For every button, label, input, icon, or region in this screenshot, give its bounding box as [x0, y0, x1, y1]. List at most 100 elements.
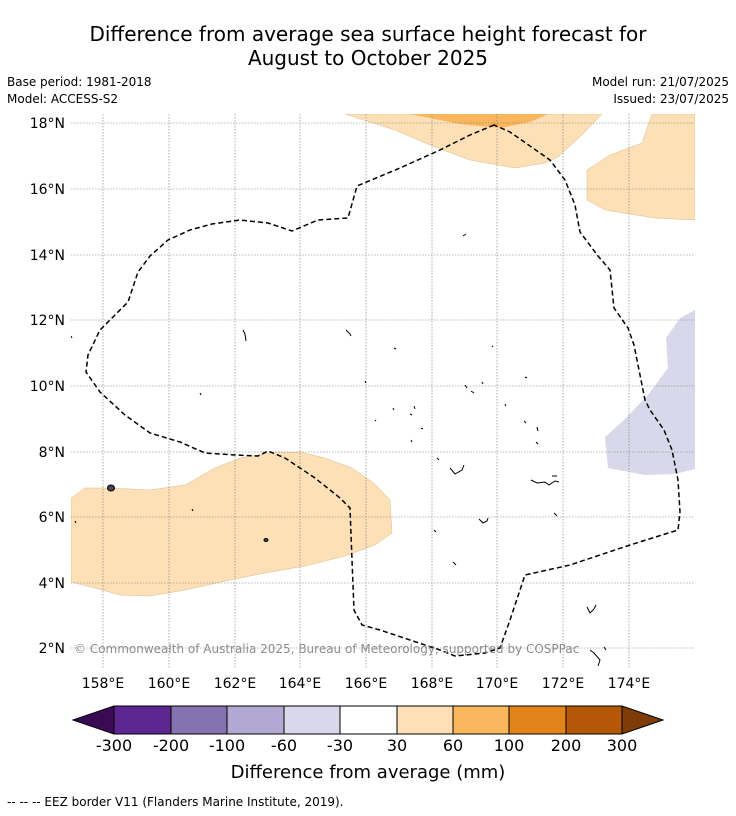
colorbar-tick: 100	[494, 736, 525, 755]
anomaly-area-northeast	[586, 114, 695, 221]
map-title: Difference from average sea surface heig…	[0, 22, 736, 70]
colorbar-tick: 200	[551, 736, 582, 755]
atoll	[535, 441, 539, 445]
colorbar-tick: -60	[271, 736, 297, 755]
atoll	[374, 419, 377, 422]
footnote-eez: -- -- -- EEZ border V11 (Flanders Marine…	[7, 795, 344, 809]
atoll	[524, 376, 528, 379]
lon-label: 166°E	[345, 676, 388, 692]
colorbar-segment	[453, 706, 509, 734]
atoll	[436, 457, 440, 461]
colorbar-ticks: -300 -200 -100 -60 -30 30 60 100 200 300	[96, 736, 637, 755]
atoll	[452, 561, 457, 566]
atoll	[393, 347, 397, 350]
atoll	[199, 392, 202, 396]
atoll	[586, 604, 597, 614]
lat-label: 4°N	[39, 576, 65, 592]
atoll	[481, 381, 484, 385]
atoll	[409, 413, 413, 416]
colorbar-tick: -300	[96, 736, 132, 755]
atoll	[504, 403, 507, 407]
lat-label: 8°N	[39, 445, 65, 461]
atoll	[345, 329, 352, 337]
colorbar-title: Difference from average (mm)	[231, 762, 506, 783]
colorbar-segment	[284, 706, 340, 734]
latitude-labels: 18°N 16°N 14°N 12°N 10°N 8°N 6°N 4°N 2°N	[30, 116, 65, 657]
colorbar: -300 -200 -100 -60 -30 30 60 100 200 300…	[71, 705, 665, 783]
issued-date: Issued: 23/07/2025	[613, 92, 729, 106]
lon-label: 168°E	[411, 676, 454, 692]
atoll	[523, 420, 527, 424]
lat-label: 12°N	[30, 313, 65, 329]
atoll	[364, 380, 367, 384]
lon-label: 158°E	[82, 676, 125, 692]
lon-label: 170°E	[476, 676, 519, 692]
colorbar-tick: -30	[327, 736, 353, 755]
lon-label: 174°E	[608, 676, 651, 692]
colorbar-extend-high	[622, 706, 663, 734]
atoll	[420, 427, 424, 430]
atoll	[553, 512, 558, 517]
islands	[71, 233, 607, 667]
model-name: Model: ACCESS-S2	[7, 92, 119, 106]
atoll	[462, 233, 467, 237]
lon-label: 172°E	[542, 676, 585, 692]
atoll	[71, 335, 73, 339]
colorbar-tick: 300	[607, 736, 638, 755]
lat-label: 6°N	[39, 510, 65, 526]
eez-border	[85, 124, 681, 657]
atoll	[449, 464, 465, 475]
colorbar-segment	[114, 706, 171, 734]
colorbar-segment	[397, 706, 453, 734]
island	[263, 538, 269, 542]
colorbar-tick: 60	[443, 736, 463, 755]
atoll	[536, 426, 539, 432]
colorbar-segment	[340, 706, 397, 734]
colorbar-segment	[566, 706, 622, 734]
colorbar-tick: 30	[387, 736, 407, 755]
grid-lines	[71, 114, 695, 668]
atoll	[413, 405, 416, 410]
meta-right: Model run: 21/07/2025 Issued: 23/07/2025	[592, 74, 729, 108]
lon-label: 164°E	[279, 676, 322, 692]
model-run: Model run: 21/07/2025	[591, 75, 729, 89]
anomaly-area-north	[344, 114, 603, 169]
lat-label: 10°N	[30, 379, 65, 395]
lat-label: 2°N	[39, 641, 65, 657]
title-line-1: Difference from average sea surface heig…	[89, 22, 647, 46]
atoll	[603, 646, 607, 651]
anomaly-area-north-core	[410, 114, 548, 128]
lat-label: 18°N	[30, 116, 65, 132]
colorbar-segment	[171, 706, 227, 734]
anomaly-area-east-negative	[605, 310, 695, 475]
atoll	[242, 329, 247, 342]
island	[107, 484, 115, 492]
title-line-2: August to October 2025	[247, 46, 489, 70]
atoll	[530, 479, 560, 486]
atoll	[191, 508, 194, 512]
colorbar-extend-low	[73, 706, 114, 734]
longitude-labels: 158°E 160°E 162°E 164°E 166°E 168°E 170°…	[82, 676, 651, 692]
base-period: Base period: 1981-2018	[7, 75, 152, 89]
atoll	[433, 529, 437, 533]
colorbar-tick: -200	[153, 736, 189, 755]
lat-label: 14°N	[30, 248, 65, 264]
colorbar-tick: -100	[209, 736, 245, 755]
atoll	[589, 649, 601, 667]
lat-label: 16°N	[30, 182, 65, 198]
map-layers	[71, 114, 695, 668]
atoll	[478, 517, 489, 524]
atoll	[491, 345, 494, 348]
copyright-text: © Commonwealth of Australia 2025, Bureau…	[74, 642, 579, 656]
atoll	[74, 520, 77, 524]
lon-label: 160°E	[148, 676, 191, 692]
atoll	[410, 439, 413, 443]
lon-label: 162°E	[214, 676, 257, 692]
colorbar-segment	[509, 706, 566, 734]
atoll	[392, 407, 395, 411]
colorbar-segment	[227, 706, 284, 734]
meta-left: Base period: 1981-2018 Model: ACCESS-S2	[7, 74, 152, 108]
anomaly-area-southwest	[71, 451, 393, 597]
atoll	[470, 390, 475, 394]
